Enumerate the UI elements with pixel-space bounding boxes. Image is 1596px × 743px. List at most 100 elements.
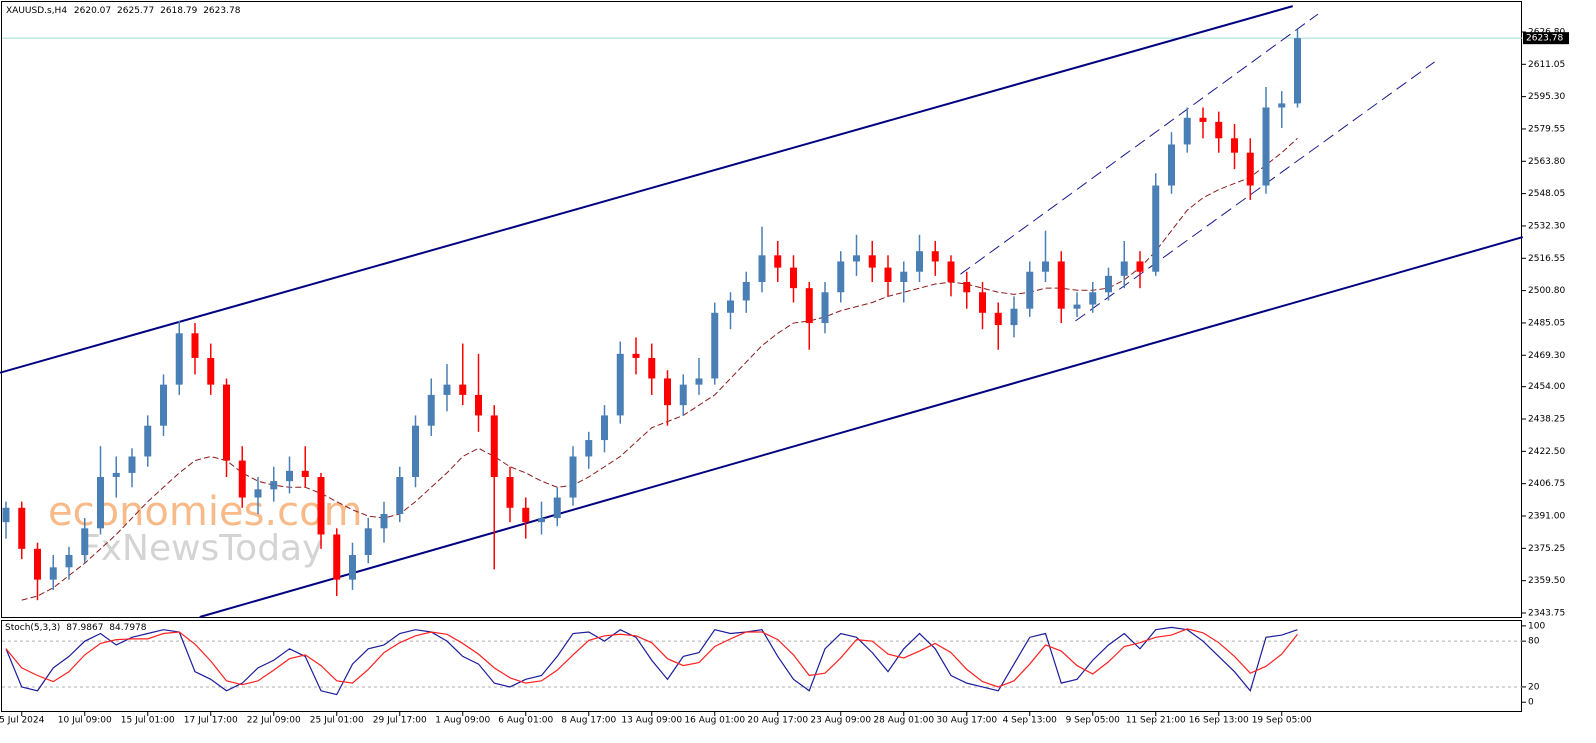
candle-body [837,261,845,293]
x-tick-label: 28 Aug 01:00 [873,716,934,726]
candle-body [223,384,230,461]
candle-body [900,271,908,282]
candle-body [427,394,435,426]
candle-body [270,481,278,490]
candle-body [238,460,246,498]
y-tick-label: 2359.50 [1528,576,1565,586]
y-tick-label: 2438.25 [1528,415,1565,425]
x-tick-label: 15 Jul 01:00 [121,716,175,726]
y-tick-label: 2454.00 [1528,382,1565,392]
candle-body [286,470,293,482]
symbol: XAUUSD.s,H4 [6,6,67,16]
x-tick-label: 8 Aug 17:00 [561,716,616,726]
stoch-line [5,626,1298,696]
x-tick-label: 29 Jul 17:00 [373,716,427,726]
candle-body [1105,275,1112,293]
y-tick-label: 2563.80 [1528,157,1565,167]
stoch-panel [1,620,1522,712]
stoch-title: Stoch(5,3,3) [5,623,60,633]
candle-body [774,255,782,268]
trend-line [199,236,1524,618]
x-tick-label: 30 Aug 17:00 [936,716,997,726]
candle-body [1183,117,1191,145]
x-tick-label: 17 Jul 17:00 [184,716,238,726]
y-tick-label: 2406.75 [1528,479,1565,489]
watermark: FxNewsToday [80,528,323,569]
x-tick-label: 10 Jul 09:00 [58,716,112,726]
candle-body [128,456,136,473]
candle-body [364,528,372,556]
trend-line [0,5,1294,374]
y-tick-label: 2611.05 [1528,60,1565,70]
candle-body [1089,292,1097,305]
x-tick-label: 4 Sep 13:00 [1003,716,1058,726]
y-tick-label: 2422.50 [1528,447,1565,457]
header: XAUUSD.s,H4 2620.07 2625.77 2618.79 2623… [6,6,241,16]
last-price-box [1523,32,1569,45]
high: 2625.77 [117,6,154,16]
candle-body [931,251,939,262]
candle-body [475,394,482,416]
y-tick-label: 2500.80 [1528,286,1565,296]
candle-body [868,255,876,268]
trend-line [960,13,1319,275]
y-tick-label: 0 [1528,698,1534,708]
candle-body [175,333,183,385]
candle-body [695,378,703,385]
candle-body [805,288,813,324]
candle-body [1026,271,1034,309]
x-tick-label: 16 Sep 13:00 [1189,716,1249,726]
candle-body [301,470,309,478]
stoch-line [5,628,1298,688]
candle-body [994,312,1002,326]
x-tick-label: 1 Aug 09:00 [435,716,490,726]
candle-body [349,555,356,580]
moving-average [21,137,1298,601]
candle-body [916,251,923,272]
stoch-main: 87.9867 [66,623,103,633]
close: 2623.78 [203,6,240,16]
candle-body [1120,261,1128,276]
candle-body [963,281,971,293]
candle-body [884,267,892,282]
candle-body [34,548,41,580]
y-tick-label: 2343.75 [1528,608,1565,618]
y-tick-label: 2532.30 [1528,221,1565,231]
trend-line [1075,61,1435,322]
y-tick-label: 80 [1528,637,1540,647]
y-tick-label: 2391.00 [1528,512,1565,522]
candle-body [1152,185,1160,272]
candle-body [742,281,750,301]
candle-body [490,415,498,478]
candle-body [632,353,640,358]
candle-body [112,472,120,478]
y-tick-label: 2485.05 [1528,318,1565,328]
x-tick-label: 16 Aug 01:00 [684,716,745,726]
candle-body [1168,144,1175,186]
candle-body [679,384,687,406]
candle-body [648,357,656,379]
stoch-header: Stoch(5,3,3) 87.9867 84.7978 [5,623,147,633]
candle-body [1199,117,1207,122]
candle-body [616,353,624,416]
x-tick-label: 9 Sep 05:00 [1066,716,1121,726]
candle-body [538,518,545,523]
candle-body [49,567,57,580]
x-tick-label: 5 Jul 2024 [0,716,45,726]
candle-body [160,384,167,426]
candle-body [1231,138,1238,153]
y-tick-label: 2595.30 [1528,92,1565,102]
open: 2620.07 [74,6,111,16]
candle-body [2,507,10,523]
candle-body [1073,304,1081,309]
candle-body [317,477,325,535]
x-tick-label: 11 Sep 21:00 [1126,716,1186,726]
candle-body [727,300,734,313]
candle-body [191,333,199,358]
candle-body [443,384,451,395]
candle-body [601,415,608,441]
candle-body [979,292,986,313]
candle-body [65,555,73,568]
x-tick-label: 25 Jul 01:00 [310,716,364,726]
